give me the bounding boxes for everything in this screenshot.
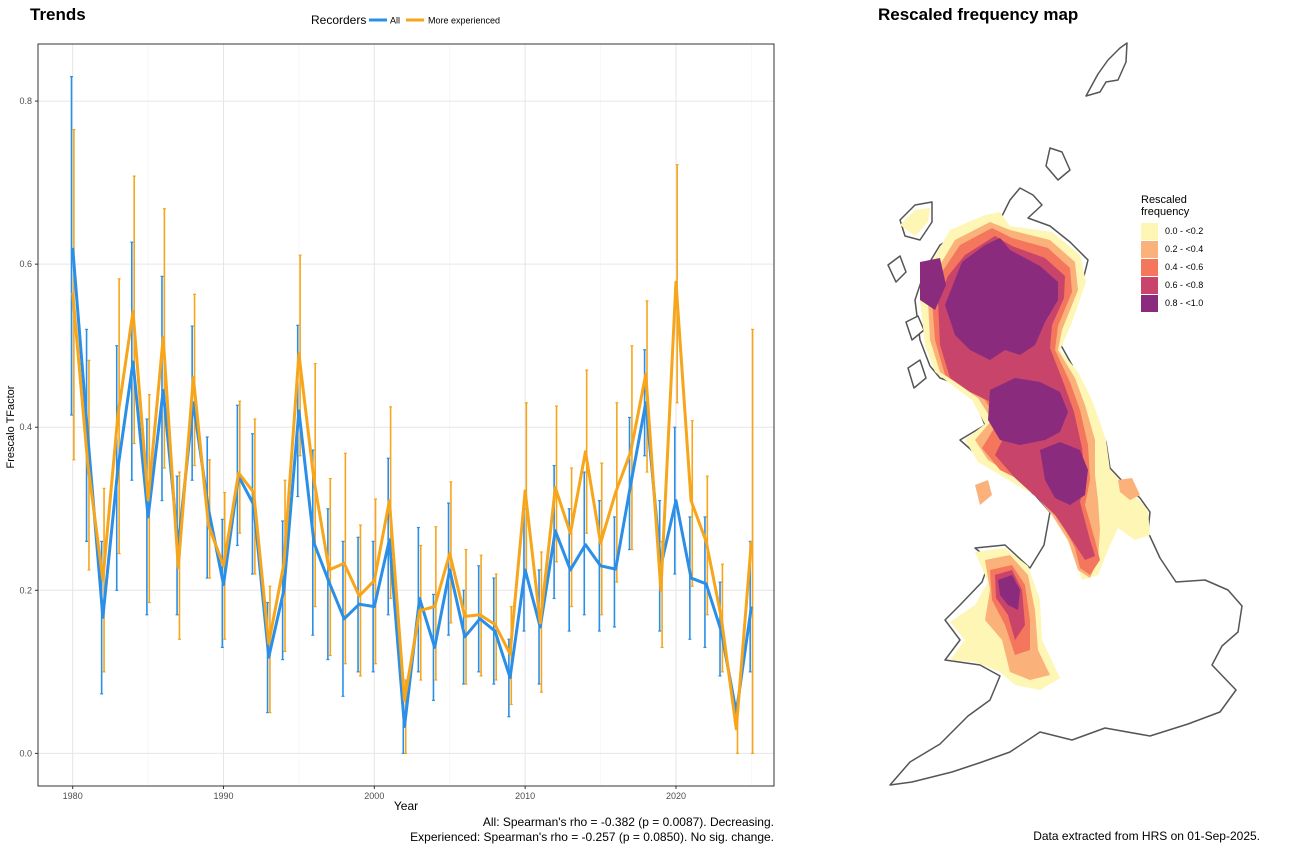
y-tick-label: 0.8: [19, 96, 32, 106]
x-axis-label: Year: [394, 799, 418, 813]
map-legend-label-1: 0.2 - <0.4: [1165, 244, 1204, 254]
trends-title: Trends: [30, 5, 86, 24]
map-legend-row: 0.4 - <0.6: [1141, 258, 1203, 276]
x-tick-label: 2000: [364, 791, 384, 801]
stat-experienced: Experienced: Spearman's rho = -0.257 (p …: [410, 830, 774, 844]
trends-chart: Recorders All More experienced 0.0 0.2 0.4…: [5, 13, 775, 813]
map-legend: Rescaled frequency 0.0 - <0.2 0.2 - <0.4…: [1141, 194, 1203, 312]
y-tick-label: 0.6: [19, 259, 32, 269]
map-legend-label-2: 0.4 - <0.6: [1165, 262, 1204, 272]
map-legend-swatch-2: [1141, 258, 1158, 276]
map-legend-row: 0.6 - <0.8: [1141, 276, 1203, 294]
series-line-experienced: [71, 280, 753, 731]
map-legend-label-4: 0.8 - <1.0: [1165, 298, 1204, 308]
map-legend-swatch-1: [1141, 240, 1158, 258]
map-legend-swatch-4: [1141, 294, 1158, 312]
map-legend-swatch-0: [1141, 222, 1158, 240]
map-legend-label-0: 0.0 - <0.2: [1165, 226, 1204, 236]
series-lines: [71, 247, 753, 731]
legend-title: Recorders: [311, 13, 366, 27]
legend-label-all: All: [390, 16, 400, 26]
stat-all: All: Spearman's rho = -0.382 (p = 0.0087…: [482, 815, 774, 829]
y-tick-label: 0.2: [19, 585, 32, 595]
y-axis-label: Frescalo TFactor: [5, 385, 17, 468]
map-legend-row: 0.8 - <1.0: [1141, 294, 1203, 312]
x-tick-label: 2010: [515, 791, 535, 801]
gridlines: [38, 44, 774, 786]
x-tick-label: 1980: [63, 791, 83, 801]
y-tick-label: 0.0: [19, 748, 32, 758]
map-legend-label-3: 0.6 - <0.8: [1165, 280, 1204, 290]
legend-label-experienced: More experienced: [428, 16, 500, 26]
frequency-class-4: [920, 238, 1088, 610]
x-tick-label: 2020: [666, 791, 686, 801]
chart-legend: Recorders All More experienced: [311, 13, 500, 27]
map-legend-title: Rescaled frequency: [1141, 194, 1203, 218]
map-title: Rescaled frequency map: [878, 5, 1079, 24]
y-tick-label: 0.4: [19, 422, 32, 432]
axes: 0.0 0.2 0.4 0.6 0.8 1980 1990 2000 2010 2020: [19, 96, 685, 801]
map-legend-row: 0.0 - <0.2: [1141, 222, 1203, 240]
data-extracted-note: Data extracted from HRS on 01-Sep-2025.: [1033, 829, 1260, 843]
map-legend-title-text: Rescaled frequency: [1141, 194, 1190, 218]
map-legend-swatch-3: [1141, 276, 1158, 294]
x-tick-label: 1990: [213, 791, 233, 801]
rescaled-frequency-map: [887, 42, 1243, 786]
map-legend-row: 0.2 - <0.4: [1141, 240, 1203, 258]
plot-border: [37, 43, 775, 787]
